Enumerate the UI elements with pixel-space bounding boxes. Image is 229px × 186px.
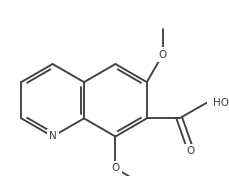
Text: HO: HO bbox=[213, 98, 229, 108]
Text: O: O bbox=[159, 49, 167, 60]
Text: N: N bbox=[49, 132, 57, 142]
Text: O: O bbox=[186, 146, 194, 156]
Text: O: O bbox=[111, 163, 120, 173]
